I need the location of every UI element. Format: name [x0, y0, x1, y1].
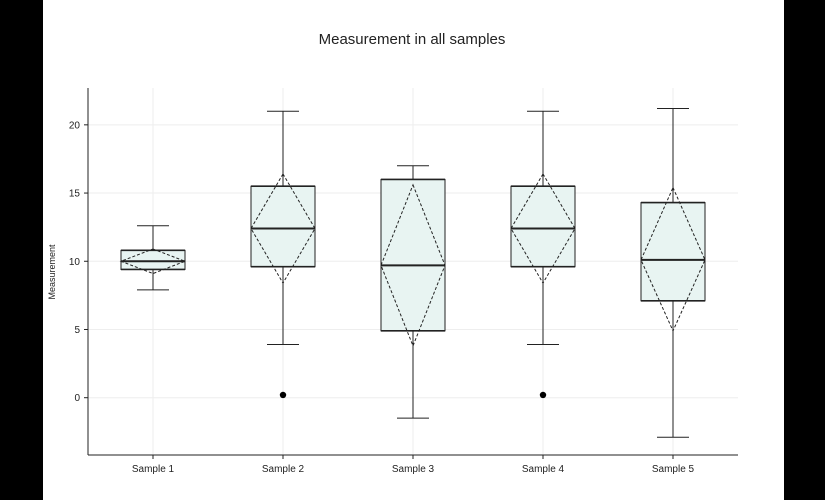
axis-layer: 0 5 10 15 20 Sample 1 Sample 2 Sample 3 Sample 4…	[69, 88, 738, 475]
iqr-box	[640, 202, 706, 302]
y-tick-label: 10	[69, 257, 81, 268]
box-1	[119, 225, 187, 291]
sd-diamond	[119, 248, 187, 275]
x-tick-label: Sample 3	[392, 464, 435, 475]
iqr-box	[250, 185, 316, 268]
box-2	[250, 110, 316, 399]
sd-diamond	[380, 183, 446, 348]
y-tick-label: 5	[74, 325, 80, 336]
sd-diamond	[510, 172, 576, 285]
iqr-box	[380, 178, 446, 332]
y-tick-label: 20	[69, 120, 81, 131]
sd-diamond	[640, 186, 706, 333]
x-tick-label: Sample 1	[132, 464, 175, 475]
iqr-box	[510, 185, 576, 268]
box-3	[380, 165, 446, 419]
chart-title: Measurement in all samples	[319, 31, 506, 48]
outlier-point	[539, 391, 547, 399]
marks-layer	[119, 107, 706, 438]
sd-diamond	[250, 172, 316, 285]
x-tick-label: Sample 5	[652, 464, 695, 475]
y-axis-label: Measurement	[47, 244, 57, 300]
y-tick-label: 15	[69, 189, 81, 200]
x-tick-label: Sample 4	[522, 464, 565, 475]
box-5	[640, 107, 706, 438]
x-tick-label: Sample 2	[262, 464, 305, 475]
chart-figure: 0 5 10 15 20 Sample 1 Sample 2 Sample 3 Sample 4…	[43, 0, 784, 500]
box-4	[510, 110, 576, 399]
y-tick-label: 0	[74, 393, 80, 404]
outlier-point	[279, 391, 287, 399]
iqr-box	[120, 249, 186, 270]
chart-svg: 0 5 10 15 20 Sample 1 Sample 2 Sample 3 Sample 4…	[47, 31, 738, 475]
